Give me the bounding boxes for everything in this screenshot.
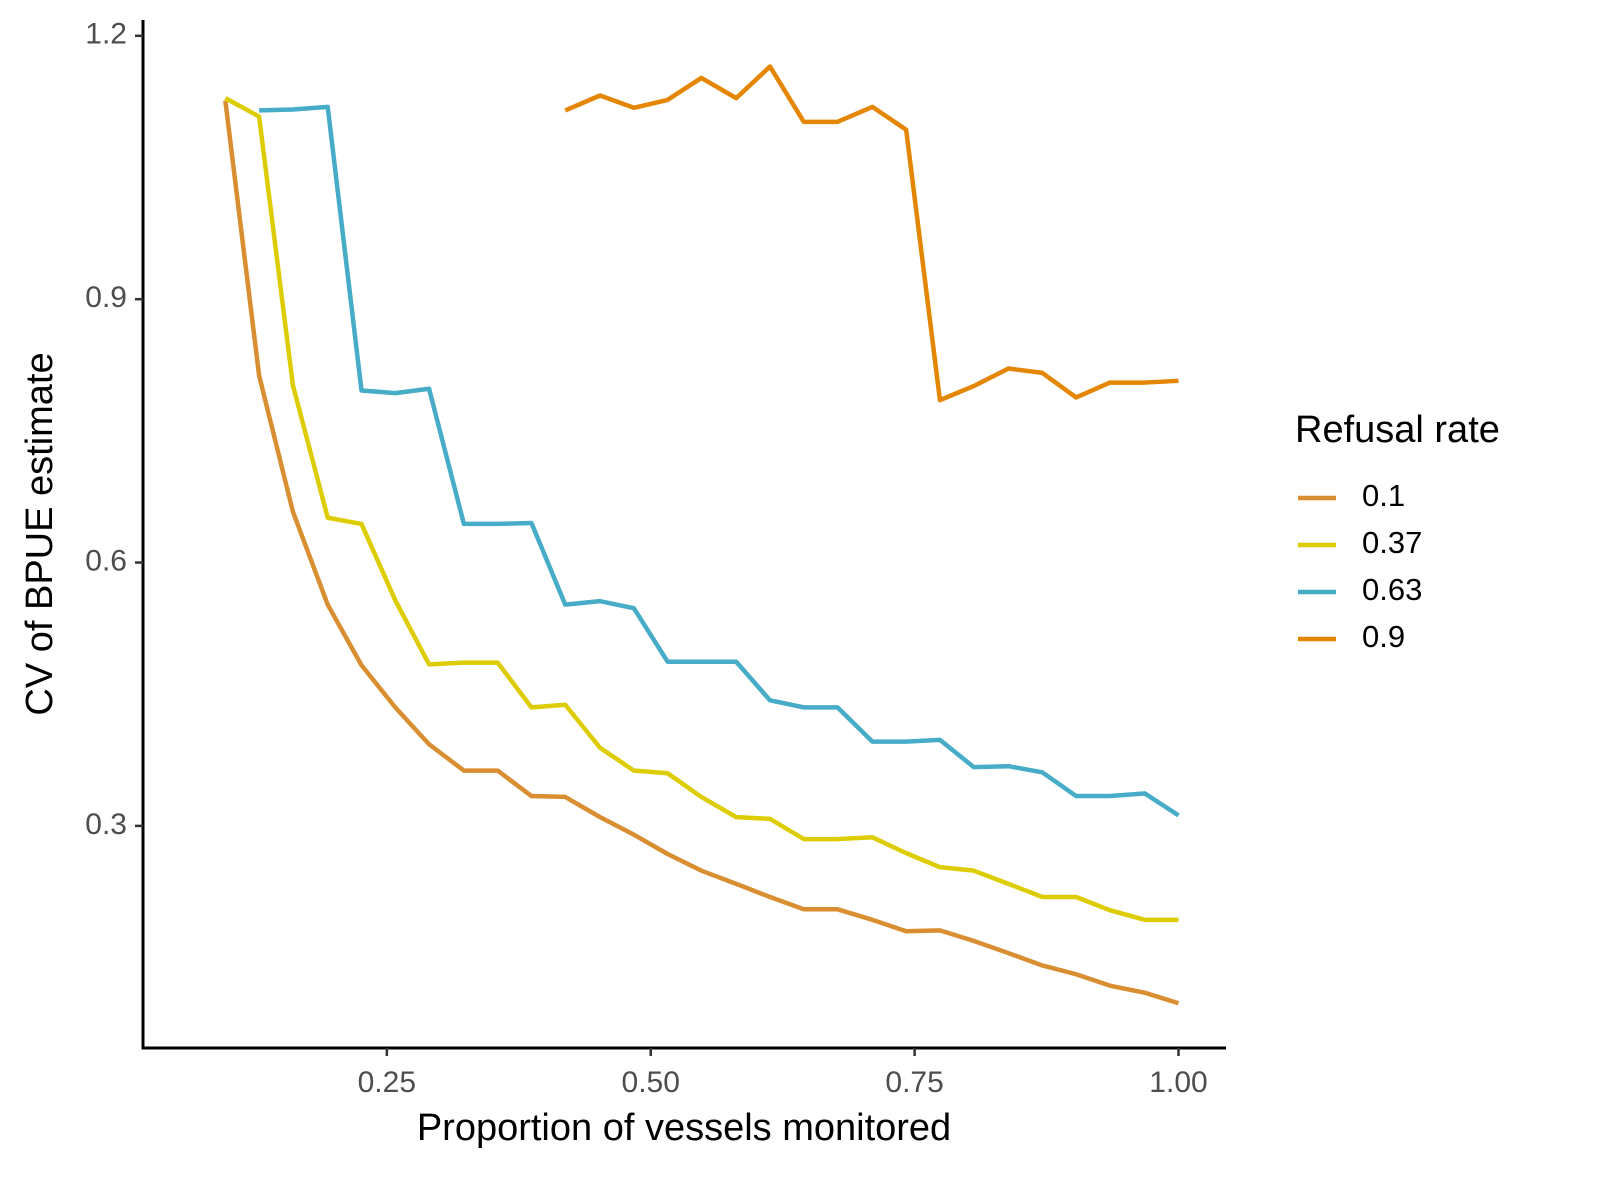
series-line: [223, 100, 1180, 1006]
legend-label: 0.37: [1362, 525, 1422, 560]
y-tick-label: 0.3: [85, 808, 127, 841]
series-line: [224, 96, 1179, 923]
y-axis-title: CV of BPUE estimate: [19, 352, 61, 715]
legend-label: 0.9: [1362, 619, 1405, 654]
legend-title: Refusal rate: [1295, 409, 1500, 451]
y-tick-label: 0.9: [85, 281, 127, 314]
x-tick-label: 1.00: [1149, 1066, 1207, 1099]
series-line: [564, 64, 1179, 403]
x-tick-label: 0.75: [885, 1066, 943, 1099]
x-tick-label: 0.25: [358, 1066, 416, 1099]
legend-label: 0.63: [1362, 572, 1422, 607]
series-line: [259, 104, 1180, 818]
legend-label: 0.1: [1362, 478, 1405, 513]
x-axis-title: Proportion of vessels monitored: [417, 1107, 951, 1149]
x-tick-label: 0.50: [622, 1066, 680, 1099]
y-tick-label: 1.2: [85, 18, 127, 51]
y-tick-label: 0.6: [85, 544, 127, 577]
